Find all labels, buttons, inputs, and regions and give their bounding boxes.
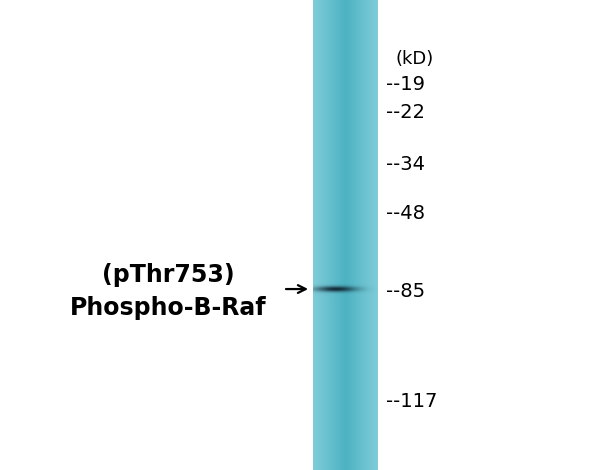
Text: --85: --85 xyxy=(386,282,425,301)
Text: --117: --117 xyxy=(386,392,438,411)
Text: --48: --48 xyxy=(386,204,425,223)
Text: --19: --19 xyxy=(386,75,425,94)
Text: --34: --34 xyxy=(386,155,425,174)
Text: Phospho-B-Raf: Phospho-B-Raf xyxy=(70,296,267,320)
Text: --22: --22 xyxy=(386,103,425,122)
Text: (kD): (kD) xyxy=(395,50,434,68)
Text: (pThr753): (pThr753) xyxy=(102,263,234,287)
